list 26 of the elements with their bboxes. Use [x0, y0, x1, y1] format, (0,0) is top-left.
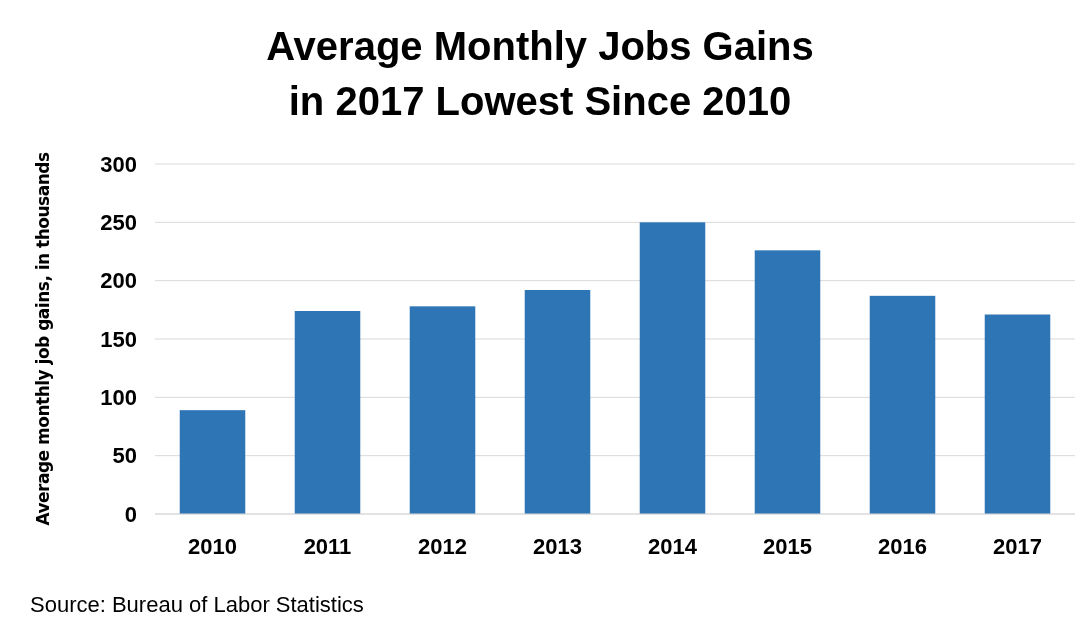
y-tick-label: 200 — [100, 268, 137, 294]
y-tick-label: 0 — [124, 501, 137, 527]
x-tick-label: 2012 — [418, 534, 467, 559]
x-tick-label: 2014 — [648, 534, 698, 559]
y-tick-label: 250 — [100, 210, 137, 236]
bar — [524, 290, 591, 514]
chart-title: Average Monthly Jobs Gains in 2017 Lowest Since 2010 — [266, 24, 814, 123]
y-tick-label: 150 — [100, 326, 137, 352]
bar — [409, 306, 476, 514]
bar — [869, 295, 936, 514]
source-note: Source: Bureau of Labor Statistics — [30, 592, 364, 617]
bar — [639, 222, 706, 514]
y-tick-label: 100 — [100, 385, 137, 411]
x-tick-label: 2010 — [188, 534, 237, 559]
x-tick-label: 2011 — [303, 534, 352, 559]
x-tick-label: 2017 — [993, 534, 1042, 559]
bar — [984, 314, 1051, 514]
y-tick-label: 50 — [112, 443, 137, 469]
x-tick-label: 2015 — [763, 534, 812, 559]
y-tick-label: 300 — [100, 151, 137, 177]
bar — [754, 250, 821, 514]
bar — [294, 311, 361, 514]
x-tick-label: 2013 — [533, 534, 582, 559]
x-tick-label: 2016 — [878, 534, 927, 559]
y-axis-title: Average monthly job gains, in thousands — [33, 152, 53, 526]
bar — [179, 410, 246, 514]
